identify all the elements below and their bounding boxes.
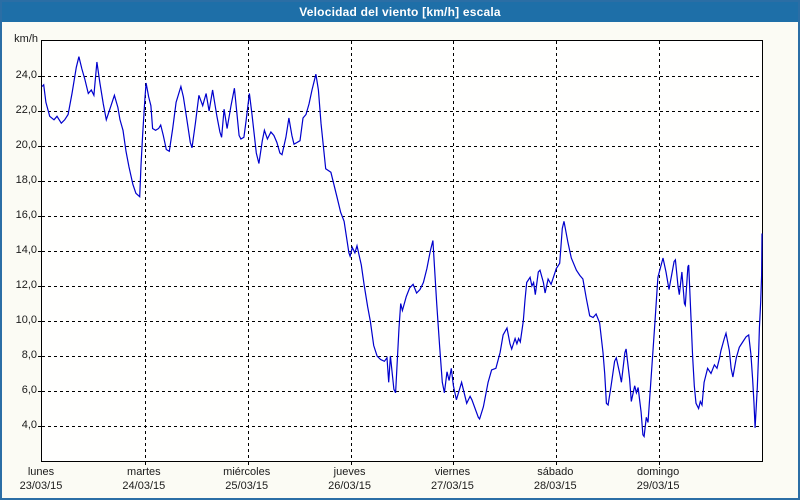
day-name: lunes	[27, 466, 55, 478]
y-tick-label-12: 12,0	[15, 279, 37, 291]
y-tick-label-18: 18,0	[15, 174, 37, 186]
day-date: 29/03/15	[636, 480, 680, 492]
day-date: 23/03/15	[19, 480, 63, 492]
x-label-martes: martes 24/03/15	[89, 465, 199, 493]
day-name: martes	[127, 466, 161, 478]
x-label-miércoles: miércoles 25/03/15	[192, 465, 302, 493]
x-label-sábado: sábado 28/03/15	[500, 465, 610, 493]
y-tick-label-6: 6,0	[21, 384, 37, 396]
day-date: 24/03/15	[122, 480, 166, 492]
day-name: domingo	[637, 466, 680, 478]
x-label-domingo: domingo 29/03/15	[603, 465, 713, 493]
chart-title: Velocidad del viento [km/h] escala	[299, 5, 501, 19]
x-label-viernes: viernes 27/03/15	[397, 465, 507, 493]
y-tick-label-14: 14,0	[15, 244, 37, 256]
day-name: viernes	[434, 466, 471, 478]
plot-area	[38, 40, 763, 465]
day-date: 26/03/15	[328, 480, 371, 492]
day-date: 25/03/15	[225, 480, 269, 492]
day-name: miércoles	[223, 466, 271, 478]
day-name: sábado	[537, 466, 574, 478]
chart-title-bar: Velocidad del viento [km/h] escala	[2, 2, 798, 22]
y-tick-label-22: 22,0	[15, 104, 37, 116]
day-date: 27/03/15	[431, 480, 474, 492]
x-label-jueves: jueves 26/03/15	[295, 465, 405, 493]
y-tick-label-24: 24,0	[15, 69, 37, 81]
wind-speed-line-chart	[38, 41, 763, 465]
y-tick-label-20: 20,0	[15, 139, 37, 151]
day-name: jueves	[333, 466, 366, 478]
x-label-lunes: lunes 23/03/15	[2, 465, 96, 493]
y-axis-unit-label: km/h	[14, 33, 38, 45]
y-tick-label-10: 10,0	[15, 314, 37, 326]
y-tick-label-16: 16,0	[15, 209, 37, 221]
y-tick-label-8: 8,0	[21, 349, 37, 361]
y-tick-label-4: 4,0	[21, 419, 37, 431]
day-date: 28/03/15	[533, 480, 577, 492]
wind-speed-series-line	[41, 56, 763, 439]
